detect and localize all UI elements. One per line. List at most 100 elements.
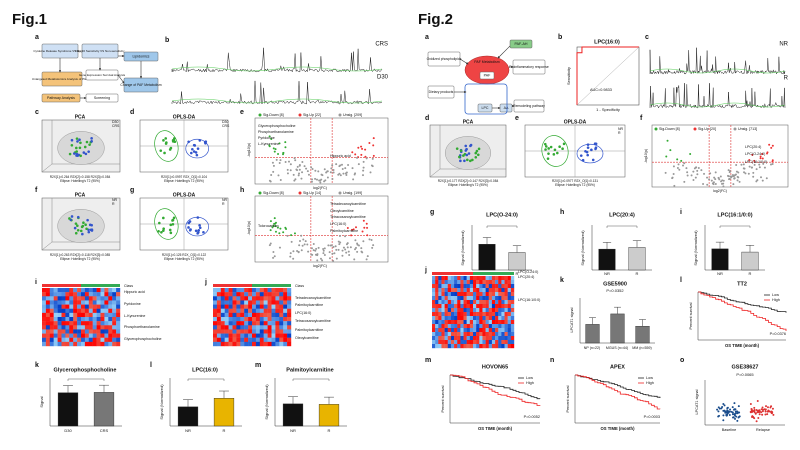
heat-cell bbox=[220, 312, 225, 318]
heat-cell bbox=[504, 288, 508, 293]
heat-cell bbox=[476, 340, 480, 345]
heat-cell bbox=[476, 320, 480, 325]
label: l bbox=[680, 277, 682, 284]
heat-cell bbox=[88, 300, 93, 305]
point bbox=[312, 249, 315, 252]
point bbox=[75, 152, 79, 156]
heat-cell bbox=[479, 324, 483, 329]
point bbox=[344, 235, 347, 238]
heat-cell bbox=[466, 284, 471, 289]
heat-cell bbox=[263, 317, 268, 322]
heat-cell bbox=[287, 300, 292, 305]
heat-cell bbox=[435, 344, 439, 349]
heat-cell bbox=[69, 296, 74, 301]
heat-cell bbox=[507, 296, 512, 301]
point bbox=[758, 163, 761, 166]
point bbox=[459, 149, 463, 153]
label: k bbox=[560, 277, 564, 284]
heat-cell bbox=[444, 280, 448, 285]
heat-cell bbox=[252, 337, 257, 343]
heat-cell bbox=[454, 284, 458, 289]
heat-cell bbox=[100, 292, 105, 297]
heat-cell bbox=[432, 340, 436, 345]
heat-cell bbox=[441, 328, 445, 333]
point bbox=[323, 247, 326, 250]
heat-cell bbox=[263, 337, 268, 343]
label: Day 30 Sensitivity VS Non-sensitivity bbox=[75, 49, 125, 53]
heat-cell bbox=[112, 325, 117, 330]
heat-cell bbox=[495, 340, 499, 345]
label: MM (n=559) bbox=[632, 346, 651, 350]
label: h bbox=[560, 209, 564, 216]
label: NR bbox=[222, 198, 228, 202]
heat-cell bbox=[485, 320, 489, 325]
label: GSE5900 bbox=[603, 281, 627, 287]
point bbox=[81, 232, 84, 236]
heat-cell bbox=[450, 304, 455, 309]
point bbox=[80, 225, 84, 229]
point bbox=[194, 229, 198, 233]
heat-cell bbox=[57, 308, 62, 314]
point bbox=[271, 161, 274, 164]
heat-cell bbox=[42, 317, 47, 322]
flow-box bbox=[509, 39, 533, 49]
point bbox=[347, 164, 350, 167]
ellipse bbox=[541, 135, 569, 167]
point bbox=[310, 247, 313, 250]
point bbox=[274, 230, 277, 233]
heat-cell bbox=[42, 341, 47, 347]
label: Screening bbox=[94, 96, 110, 100]
heat-cell bbox=[73, 288, 78, 293]
heat-cell bbox=[283, 321, 288, 326]
heat-cell bbox=[96, 329, 101, 334]
heat-cell bbox=[255, 325, 260, 330]
point bbox=[690, 174, 693, 177]
point bbox=[717, 406, 720, 409]
heat-cell bbox=[507, 288, 512, 293]
point bbox=[74, 146, 78, 150]
heat-cell bbox=[96, 288, 101, 293]
point bbox=[314, 249, 317, 252]
heat-cell bbox=[267, 329, 272, 334]
label: High bbox=[526, 381, 534, 385]
heat-cell bbox=[450, 312, 455, 317]
heat-cell bbox=[271, 304, 276, 309]
point bbox=[672, 173, 675, 176]
heat-cell bbox=[255, 304, 260, 309]
label: R2X[1]=0.264 R2X[2]=0.158 R2X[3]=0.084 bbox=[50, 175, 111, 179]
heat-cell bbox=[263, 292, 268, 297]
heat-cell bbox=[469, 284, 474, 289]
point bbox=[355, 226, 358, 229]
heat-cell bbox=[224, 341, 229, 347]
heat-cell bbox=[220, 321, 225, 326]
label: LPC(16:1/0:0) bbox=[717, 212, 752, 218]
point bbox=[279, 178, 282, 181]
heat-cell bbox=[495, 312, 499, 317]
heat-cell bbox=[444, 316, 448, 321]
heat-cell bbox=[498, 332, 502, 337]
frame bbox=[254, 117, 389, 185]
point bbox=[70, 143, 74, 147]
heat-cell bbox=[92, 317, 97, 322]
label: PCA bbox=[75, 114, 86, 120]
label: R2X[1]=0.263 R2X[2]=0.118 R2X[3]=0.085 bbox=[50, 253, 111, 257]
heat-cell bbox=[65, 296, 70, 301]
point bbox=[190, 151, 193, 155]
heat-cell bbox=[252, 304, 257, 309]
heat-cell bbox=[432, 344, 436, 349]
heat-cell bbox=[104, 341, 109, 347]
label: OPLS-DA bbox=[564, 119, 587, 125]
heat-cell bbox=[463, 284, 467, 289]
heat-cell bbox=[271, 296, 276, 301]
point bbox=[676, 166, 679, 169]
point bbox=[747, 172, 750, 175]
point bbox=[282, 152, 285, 155]
point bbox=[706, 176, 709, 179]
heat-cell bbox=[104, 308, 109, 314]
heat-cell bbox=[104, 296, 109, 301]
heat-cell bbox=[259, 321, 264, 326]
heat-cell bbox=[447, 316, 452, 321]
heat-cell bbox=[507, 304, 512, 309]
heat-cell bbox=[438, 332, 442, 337]
label: Glycerophosphocholine bbox=[54, 367, 117, 373]
